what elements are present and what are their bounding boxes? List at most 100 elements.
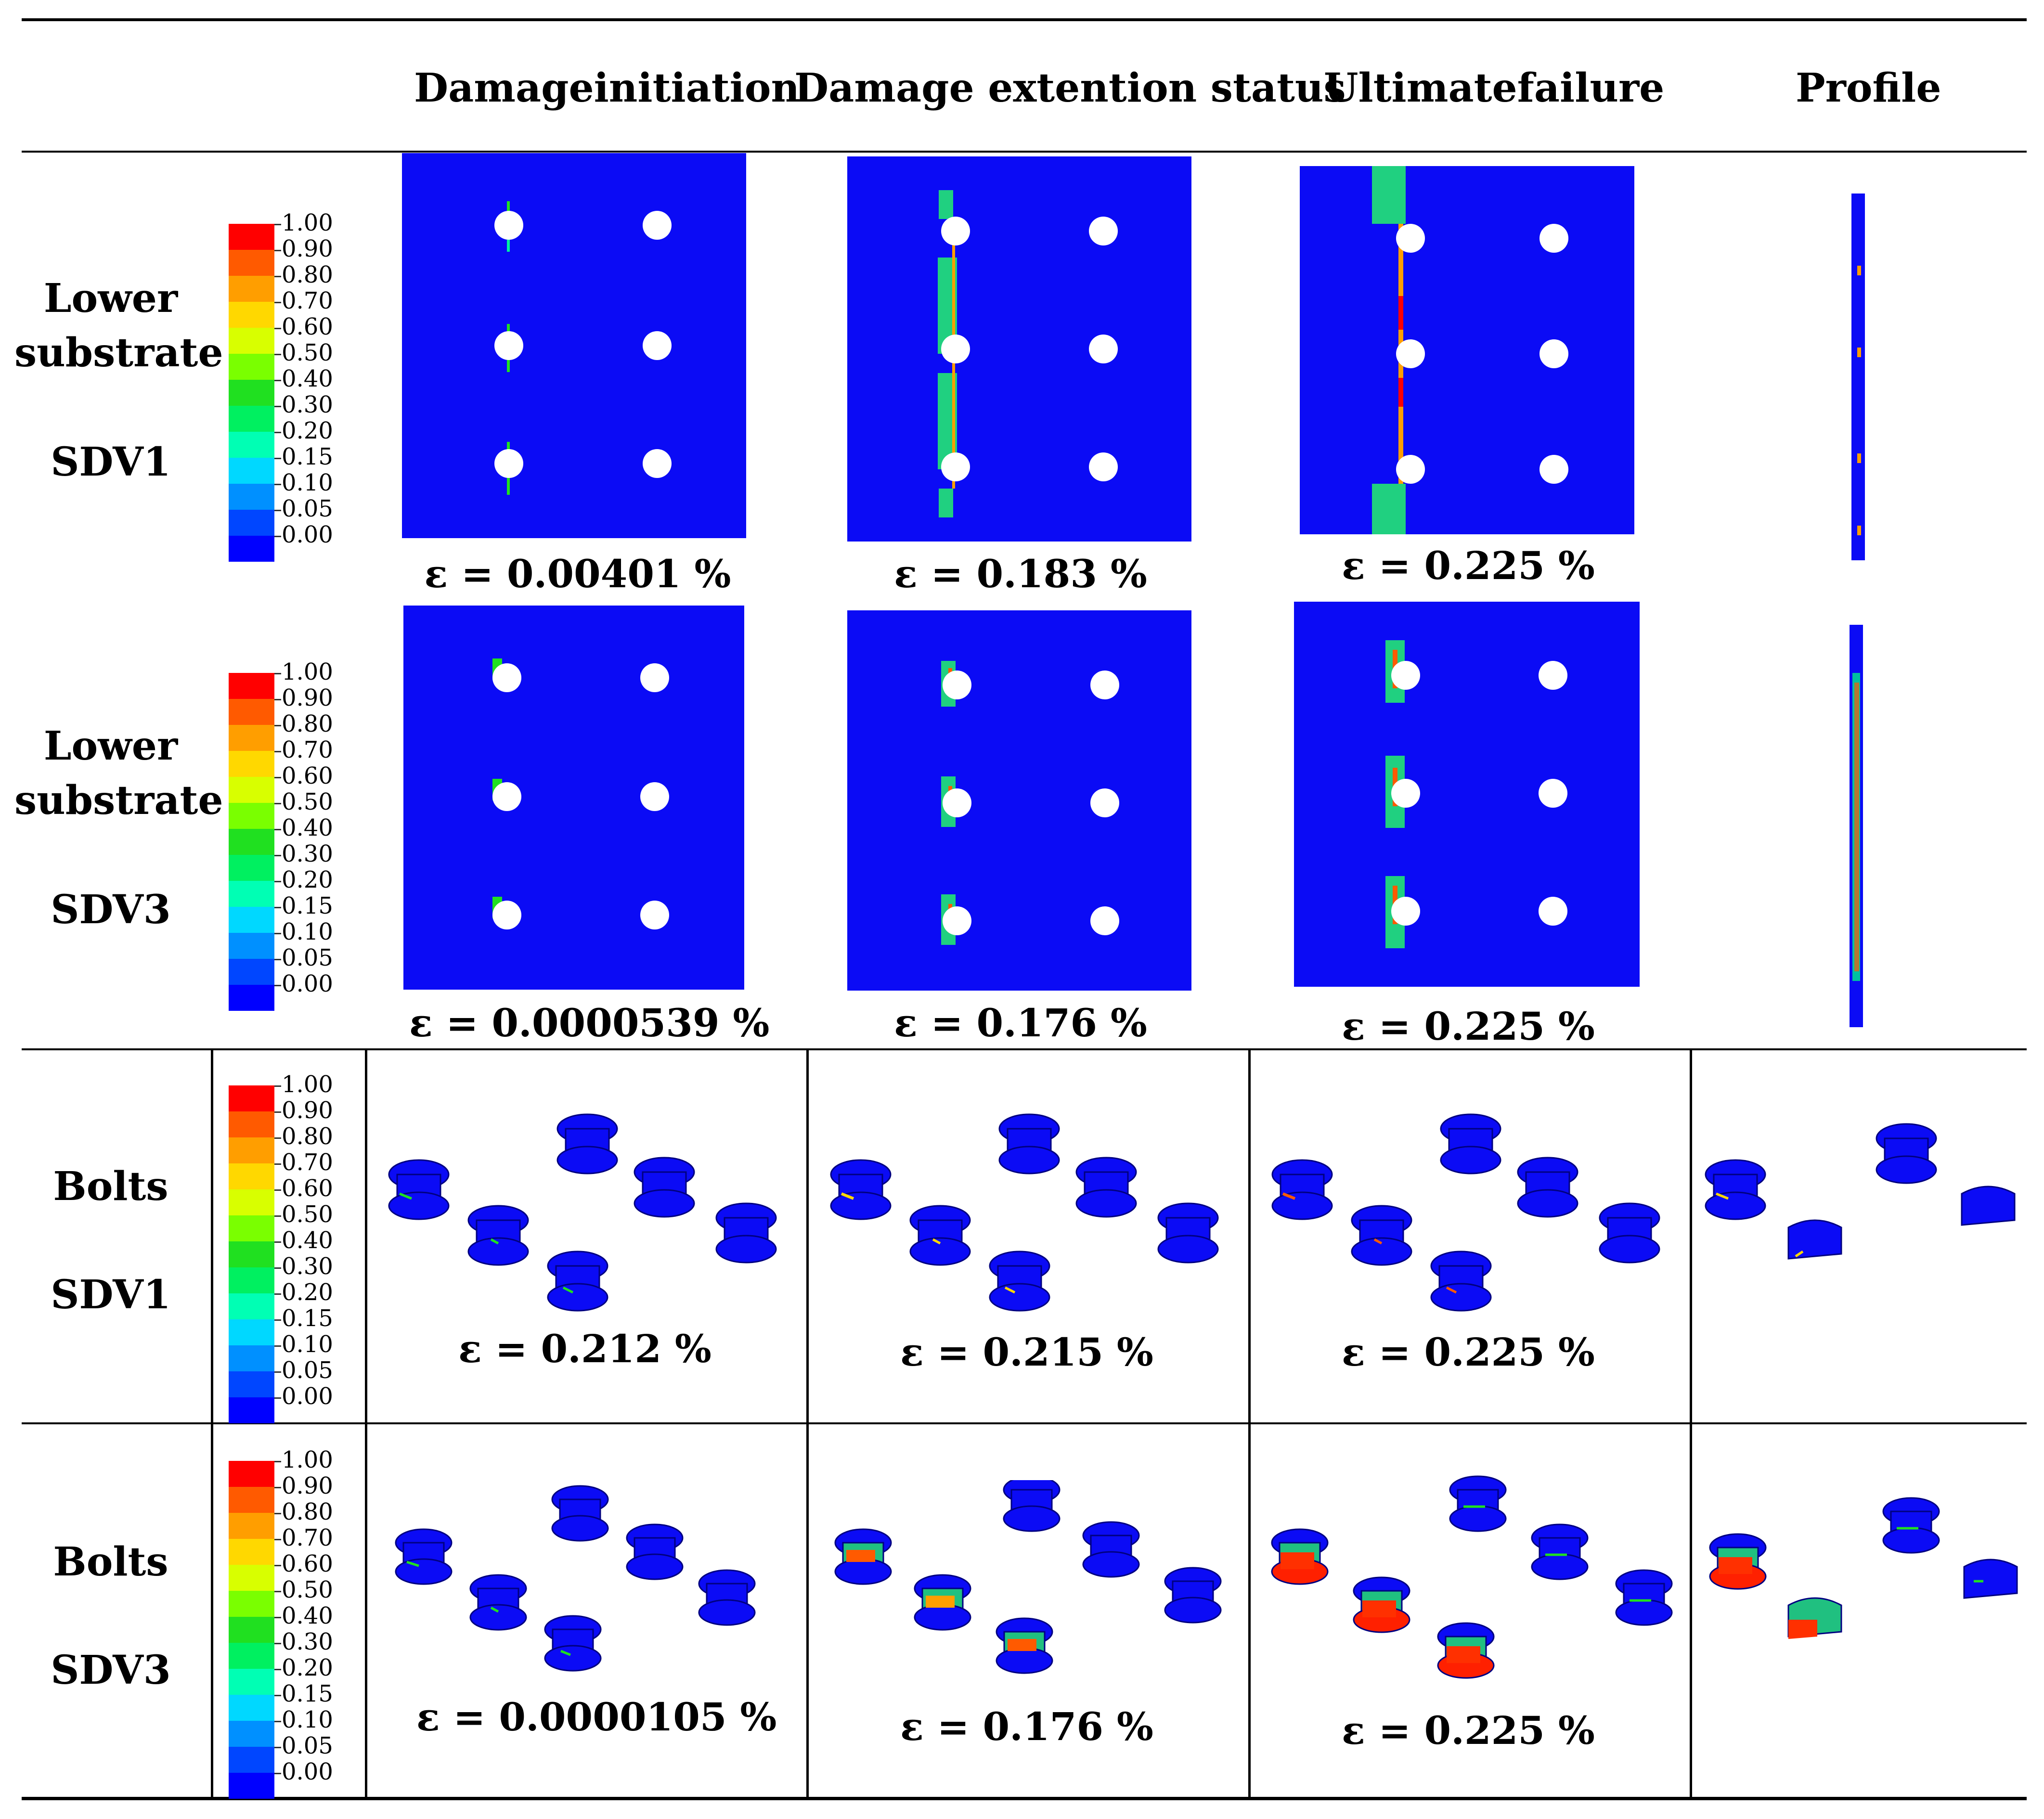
row-label-line2: substrate <box>14 777 223 824</box>
legend-label: 0.00 <box>282 970 333 997</box>
row3-rule <box>22 1422 2027 1424</box>
legend-swatch <box>229 829 274 855</box>
legend-tick <box>274 985 281 986</box>
legend-tick <box>274 458 281 459</box>
legend-label: 0.15 <box>282 443 333 470</box>
bolts-profile <box>1709 1497 2018 1639</box>
legend-swatch <box>229 673 274 699</box>
strain-value: ε = 0.225 % <box>1342 1329 1595 1375</box>
legend-tick <box>274 959 281 960</box>
legend-label: 0.50 <box>282 1576 333 1603</box>
legend-swatch <box>229 751 274 777</box>
strain-value: ε = 0.176 % <box>894 1000 1147 1045</box>
legend-label: 0.05 <box>282 1357 333 1384</box>
legend-tick <box>274 328 281 329</box>
legend-tick <box>274 1513 281 1514</box>
legend-swatch <box>229 276 274 302</box>
header-ultimate-failure: Ultimatefailure <box>1324 65 1665 111</box>
legend-swatch <box>229 1189 274 1215</box>
legend-tick <box>274 484 281 485</box>
plate-contour-ultimate-failure <box>1294 602 1640 987</box>
legend-label: 0.90 <box>282 235 333 262</box>
col-divider <box>806 1049 809 1798</box>
legend-tick <box>274 1215 281 1217</box>
legend-tick <box>274 1319 281 1321</box>
legend-swatch <box>229 1319 274 1345</box>
table-bottom-rule <box>22 1797 2027 1800</box>
plate-profile-strip <box>1851 194 1865 560</box>
bolts-contour-damage-initiation <box>388 1113 777 1312</box>
col-divider <box>365 1049 367 1798</box>
legend-label: 0.05 <box>282 495 333 522</box>
legend-tick <box>274 1773 281 1774</box>
legend-swatch <box>229 484 274 510</box>
legend-swatch <box>229 881 274 907</box>
row-label-line1: Lower <box>43 275 178 322</box>
legend-label: 0.20 <box>282 417 333 444</box>
plate-contour-damage-initiation <box>403 606 744 990</box>
strain-value: ε = 0.225 % <box>1342 543 1595 588</box>
legend-label: 0.70 <box>282 287 333 314</box>
legend-tick <box>274 699 281 700</box>
legend-swatch <box>229 1513 274 1539</box>
bolts-contour-damage-extension <box>834 1480 1222 1674</box>
legend-swatch <box>229 803 274 829</box>
legend-color-bar <box>229 673 274 1011</box>
legend-label: 0.60 <box>282 313 333 340</box>
row-label-line1: Bolts <box>53 1539 168 1585</box>
legend-tick <box>274 1163 281 1165</box>
table-top-rule <box>22 18 2027 21</box>
legend-label: 0.90 <box>282 684 333 711</box>
legend-swatch <box>229 1267 274 1293</box>
legend-label: 0.80 <box>282 710 333 737</box>
strain-value: ε = 0.00401 % <box>424 551 731 596</box>
legend-tick <box>274 276 281 277</box>
row-label-variable: SDV3 <box>51 1647 171 1693</box>
legend-tick <box>274 1721 281 1722</box>
legend-swatch <box>229 328 274 354</box>
legend-label: 0.15 <box>282 892 333 919</box>
legend-label: 0.60 <box>282 762 333 789</box>
legend-swatch <box>229 1591 274 1617</box>
legend-swatch <box>229 1695 274 1721</box>
legend-swatch <box>229 380 274 406</box>
legend-tick <box>274 1397 281 1399</box>
legend-label: 0.00 <box>282 521 333 548</box>
legend-tick <box>274 1643 281 1644</box>
legend-label: 1.00 <box>282 209 333 236</box>
legend-label: 0.70 <box>282 1524 333 1551</box>
legend-tick <box>274 751 281 752</box>
legend-tick <box>274 1085 281 1087</box>
legend-tick <box>274 907 281 908</box>
legend-tick <box>274 829 281 830</box>
strain-value: ε = 0.225 % <box>1342 1708 1595 1753</box>
legend-tick <box>274 536 281 537</box>
legend-swatch <box>229 1345 274 1371</box>
legend-tick <box>274 1137 281 1139</box>
legend-label: 0.60 <box>282 1550 333 1577</box>
legend-swatch <box>229 1461 274 1487</box>
legend-tick <box>274 1371 281 1373</box>
header-damage-initiation: Damageinitiation <box>414 65 800 111</box>
legend-label: 0.20 <box>282 866 333 893</box>
legend-label: 1.00 <box>282 1446 333 1473</box>
legend-tick <box>274 881 281 882</box>
legend-tick <box>274 1565 281 1566</box>
legend-label: 0.90 <box>282 1472 333 1499</box>
legend-color-bar <box>229 224 274 562</box>
legend-tick <box>274 1669 281 1670</box>
legend-tick <box>274 777 281 778</box>
bolts-contour-damage-extension <box>830 1113 1219 1312</box>
legend-label: 0.80 <box>282 1498 333 1525</box>
legend-tick <box>274 510 281 511</box>
legend-tick <box>274 224 281 225</box>
legend-swatch <box>229 536 274 562</box>
legend-label: 0.10 <box>282 1706 333 1733</box>
strain-value: ε = 0.225 % <box>1342 1004 1595 1049</box>
legend-tick <box>274 1111 281 1113</box>
legend-swatch <box>229 224 274 250</box>
legend-label: 0.40 <box>282 1602 333 1629</box>
legend-swatch <box>229 432 274 458</box>
row2-rule <box>22 1048 2027 1050</box>
legend-swatch <box>229 777 274 803</box>
